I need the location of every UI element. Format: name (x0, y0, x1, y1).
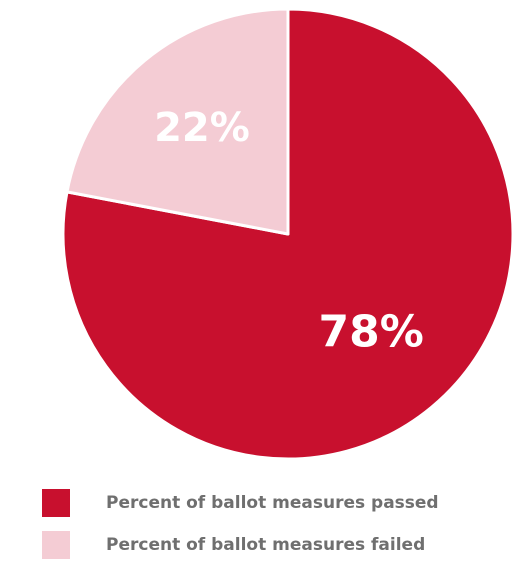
pie-slice-failed (65, 7, 290, 236)
legend: Percent of ballot measures passed Percen… (42, 489, 439, 573)
pie-chart: 78% 22% (61, 7, 515, 461)
legend-swatch-failed (42, 531, 70, 559)
legend-swatch-passed (42, 489, 70, 517)
pie-label-failed: 22% (154, 105, 250, 151)
legend-label-failed: Percent of ballot measures failed (106, 535, 426, 555)
legend-item-failed: Percent of ballot measures failed (42, 531, 439, 559)
pie-label-passed: 78% (319, 307, 424, 358)
legend-label-passed: Percent of ballot measures passed (106, 493, 439, 513)
legend-item-passed: Percent of ballot measures passed (42, 489, 439, 517)
